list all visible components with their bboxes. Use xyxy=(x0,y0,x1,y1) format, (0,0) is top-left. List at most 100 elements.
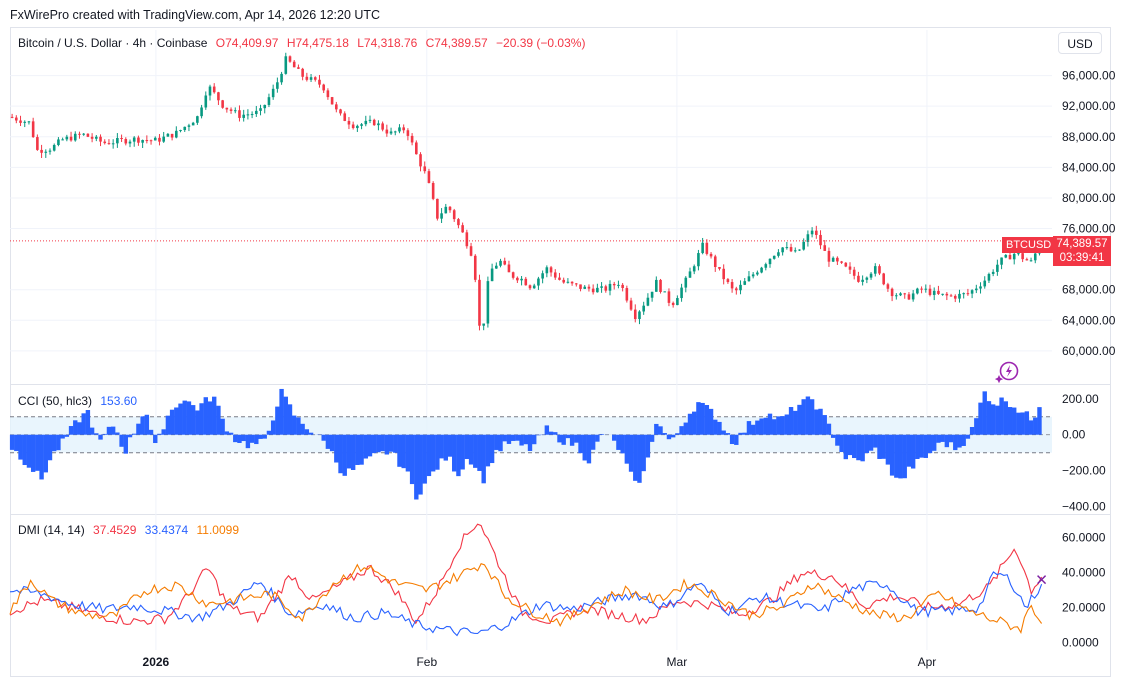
candle-body xyxy=(507,264,511,273)
dmi-title[interactable]: DMI (14, 14) xyxy=(18,523,85,537)
candle-body xyxy=(440,213,443,219)
candle xyxy=(840,260,843,264)
candle xyxy=(983,276,987,289)
candle-body xyxy=(221,100,224,108)
cci-bar xyxy=(498,434,503,452)
pane-divider[interactable] xyxy=(10,384,1111,385)
candle xyxy=(612,281,616,290)
candle xyxy=(246,109,250,120)
candle xyxy=(705,239,709,256)
candle xyxy=(941,293,944,296)
candle-body xyxy=(566,281,570,283)
cci-bar xyxy=(64,434,70,437)
cci-bar xyxy=(35,434,40,471)
cci-bar xyxy=(329,434,335,452)
candle-body xyxy=(229,109,233,111)
symbol-description[interactable]: Bitcoin / U.S. Dollar · 4h · Coinbase xyxy=(18,36,208,50)
cci-bar xyxy=(506,434,512,444)
candle xyxy=(343,111,347,122)
cci-bar xyxy=(683,422,688,435)
candle-body xyxy=(629,300,633,310)
cci-bar xyxy=(995,405,1000,435)
cci-bar xyxy=(296,417,301,435)
candle-body xyxy=(57,139,60,146)
cci-bar xyxy=(969,426,975,435)
candle xyxy=(153,136,157,141)
candle-body xyxy=(48,150,52,152)
candle xyxy=(69,131,73,142)
candle-body xyxy=(116,137,119,144)
cci-bar xyxy=(881,434,886,459)
candle-body xyxy=(238,110,241,118)
pane-divider[interactable] xyxy=(10,514,1111,515)
candle xyxy=(452,208,456,222)
cci-bar xyxy=(599,433,604,435)
candle xyxy=(806,230,810,247)
candle xyxy=(975,284,978,294)
candle xyxy=(61,137,64,141)
cci-bar xyxy=(1012,407,1017,435)
candle xyxy=(713,254,717,272)
cci-bar xyxy=(26,434,32,468)
candle xyxy=(111,139,115,149)
lightning-icon[interactable] xyxy=(995,360,1021,384)
cci-title[interactable]: CCI (50, hlc3) xyxy=(18,394,93,408)
candle-body xyxy=(852,269,856,276)
cci-bar xyxy=(56,434,61,451)
cci-bar xyxy=(321,434,326,441)
cci-bar xyxy=(502,434,507,442)
dmi-value-di-minus: 37.4529 xyxy=(93,523,137,537)
candle xyxy=(844,262,848,268)
currency-button[interactable]: USD xyxy=(1058,32,1102,54)
candle xyxy=(204,91,208,110)
cci-bar xyxy=(174,407,179,435)
candle-body xyxy=(305,76,309,80)
candle xyxy=(553,269,557,280)
cci-bar xyxy=(169,409,175,435)
cci-bar xyxy=(1016,412,1021,435)
cci-bar xyxy=(910,434,916,469)
cci-bar xyxy=(346,434,352,469)
cci-bar xyxy=(190,405,196,435)
dmi-axis-tick: 20.0000 xyxy=(1062,601,1106,615)
candle xyxy=(966,288,970,296)
cci-bar xyxy=(464,434,470,460)
price-axis-tick: 76,000.00 xyxy=(1062,222,1116,236)
candle xyxy=(932,287,936,301)
candle-body xyxy=(170,133,174,138)
candle-body xyxy=(406,130,410,136)
candle xyxy=(73,131,77,142)
cci-bar xyxy=(561,434,566,445)
cci-bar xyxy=(776,416,781,435)
dmi-di-minus-line xyxy=(9,523,1043,626)
candle xyxy=(196,115,199,125)
candle xyxy=(503,257,507,266)
candle xyxy=(688,267,692,278)
candle-body xyxy=(368,119,372,121)
cci-bar xyxy=(270,420,276,435)
cci-bar xyxy=(359,434,364,465)
candle-body xyxy=(869,273,873,278)
cci-bar xyxy=(1007,407,1013,435)
cci-bar xyxy=(388,434,394,452)
candle-body xyxy=(591,288,595,293)
candle-body xyxy=(949,295,953,297)
cci-bar xyxy=(856,434,861,461)
candle xyxy=(402,124,405,134)
cci-bar xyxy=(548,431,554,435)
cci-bar xyxy=(224,431,230,435)
candle-body xyxy=(61,139,64,141)
candle xyxy=(259,104,262,116)
candle-body xyxy=(179,130,182,132)
candle-body xyxy=(364,120,368,125)
candle xyxy=(991,269,995,277)
cci-bar xyxy=(532,434,537,445)
candle-body xyxy=(596,287,599,293)
candle-body xyxy=(810,230,814,235)
candle-body xyxy=(212,86,216,93)
candle-body xyxy=(987,273,991,281)
candle-body xyxy=(271,88,275,98)
price-axis-tick: 84,000.00 xyxy=(1062,160,1116,174)
price-axis-tick: 64,000.00 xyxy=(1062,313,1116,327)
